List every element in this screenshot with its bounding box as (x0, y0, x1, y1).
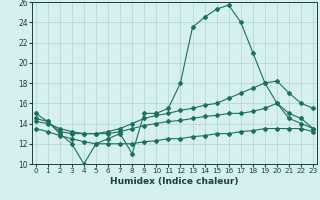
X-axis label: Humidex (Indice chaleur): Humidex (Indice chaleur) (110, 177, 239, 186)
